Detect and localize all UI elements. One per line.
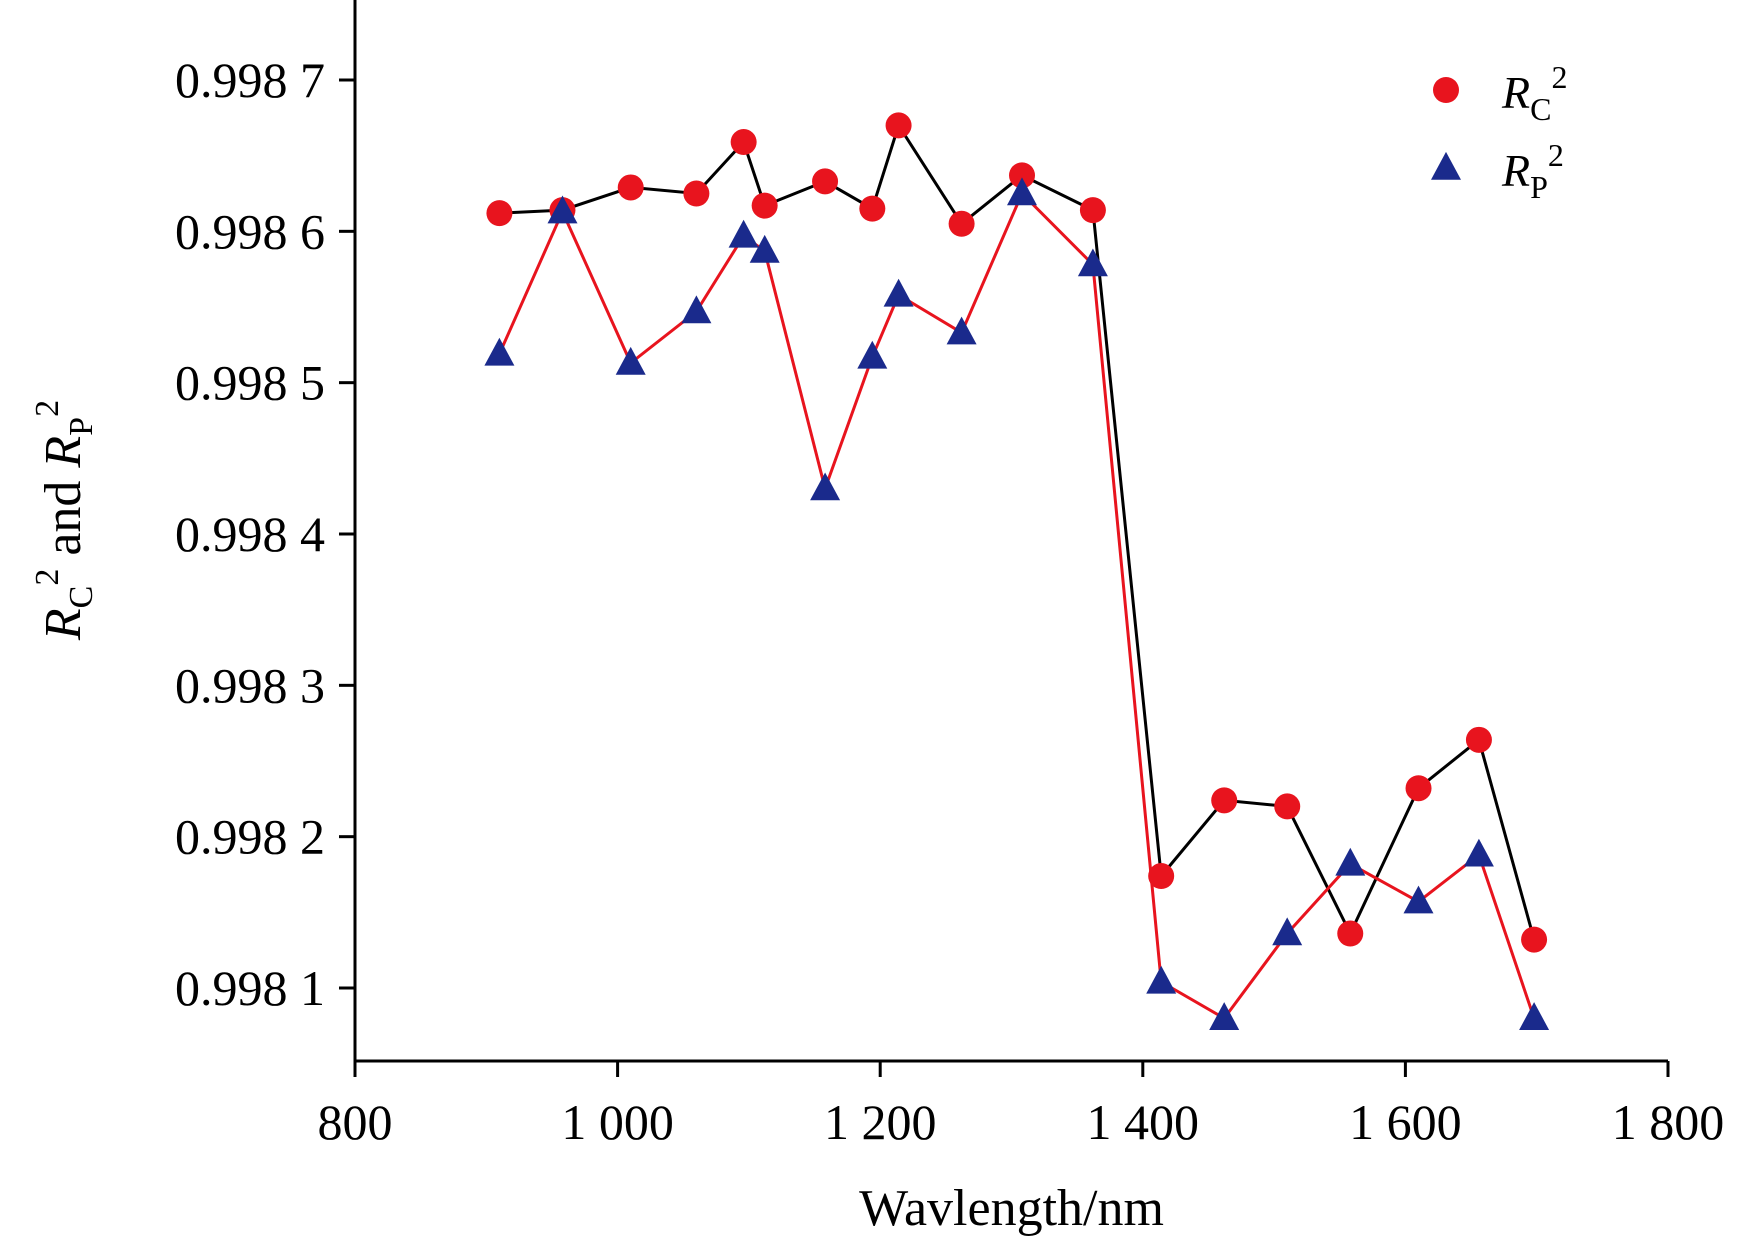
data-point-rp2 [681,295,712,324]
data-point-rp2 [1007,177,1037,206]
data-point-rc2 [812,168,839,195]
data-point-rc2 [1009,162,1036,189]
legend-label-rp2: RP2 [1501,137,1564,205]
data-point-rc2 [859,195,886,222]
data-point-rp2 [1463,838,1494,867]
legend-label-rc2: RC2 [1501,59,1567,127]
legend-marker-rc2 [1433,77,1459,103]
x-tick-label: 1 800 [1612,1094,1725,1150]
y-axis-title: RC2 and RP2 [29,400,100,641]
data-point-rp2 [728,219,759,248]
data-point-rp2 [1335,847,1366,876]
data-point-rc2 [1337,920,1364,947]
data-point-rc2 [948,210,975,237]
data-point-rp2 [946,316,977,345]
data-point-rc2 [751,192,778,219]
data-point-rc2 [1405,775,1432,802]
data-point-rp2 [857,340,888,369]
data-point-rp2 [615,346,646,375]
data-point-rp2 [1403,885,1434,914]
y-tick-label: 0.998 6 [175,203,325,259]
y-axis-ticks: 0.998 1 0.998 2 0.998 3 0.998 4 0.998 5 0.998… [175,52,355,1016]
legend-marker-rp2 [1431,151,1461,180]
data-point-rc2 [1465,726,1492,753]
y-axis-title-part: 2 [29,569,66,586]
y-axis-title-part: C [63,586,100,609]
data-point-rc2 [1274,793,1301,820]
y-axis-title-part: 2 [29,400,66,417]
x-tick-label: 800 [318,1094,393,1150]
y-axis-title-part: P [63,417,100,436]
y-tick-label: 0.998 3 [175,657,325,713]
x-axis-title: Wavlength/nm [859,1180,1164,1237]
data-point-rp2 [1519,1002,1550,1030]
data-point-rc2 [1148,863,1175,890]
data-point-rc2 [1211,787,1238,814]
series-markers [484,112,1550,1030]
data-point-rc2 [617,174,644,201]
y-tick-label: 0.998 4 [175,506,325,562]
x-tick-label: 1 000 [561,1094,674,1150]
y-tick-label: 0.998 1 [175,960,325,1016]
data-point-rp2 [1209,1002,1240,1030]
x-tick-label: 1 400 [1087,1094,1200,1150]
y-tick-label: 0.998 7 [175,52,325,108]
data-point-rp2 [810,472,841,501]
y-axis-title-part: R [35,436,92,469]
x-axis-ticks: 800 1 000 1 200 1 400 1 600 1 800 [318,1061,1725,1150]
data-point-rp2 [1077,248,1108,277]
y-axis-title-part: and [35,468,92,569]
y-tick-label: 0.998 2 [175,809,325,865]
x-tick-label: 1 600 [1349,1094,1462,1150]
data-point-rc2 [486,200,513,227]
data-point-rp2 [1146,965,1177,994]
data-point-rp2 [749,234,780,263]
series-lines [498,121,1536,1021]
data-point-rc2 [885,112,912,139]
data-point-rp2 [1272,917,1303,946]
data-point-rc2 [1521,926,1548,953]
axes [353,0,1668,1063]
data-point-rc2 [1079,197,1106,224]
series-line-rp2 [498,190,1536,1021]
data-point-rc2 [730,129,757,156]
data-point-rp2 [883,278,914,307]
data-point-rp2 [547,195,578,224]
y-tick-label: 0.998 5 [175,355,325,411]
x-tick-label: 1 200 [824,1094,937,1150]
y-axis-title-part: R [35,608,92,641]
data-point-rp2 [484,337,515,366]
series-line-rc2 [499,121,1536,940]
data-point-rc2 [683,180,710,207]
